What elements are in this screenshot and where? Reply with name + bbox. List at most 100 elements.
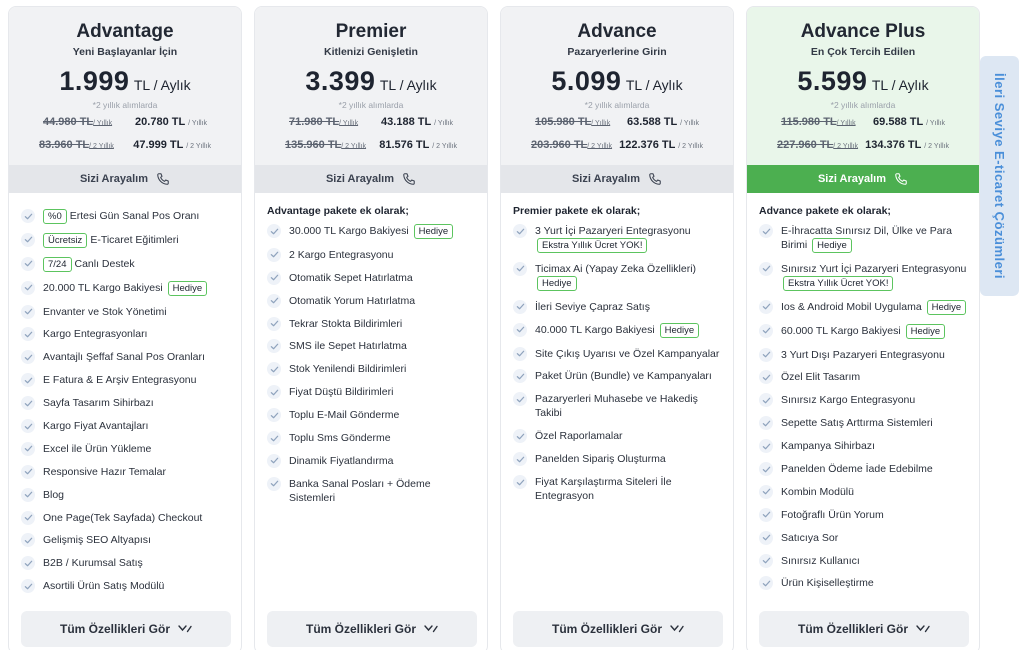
- feature-item: Asortili Ürün Satış Modülü: [21, 579, 241, 594]
- feature-item: Satıcıya Sor: [759, 530, 979, 545]
- check-icon: [759, 347, 773, 362]
- feature-text: 3 Yurt Dışı Pazaryeri Entegrasyonu: [781, 348, 945, 361]
- check-icon: [21, 209, 35, 223]
- feature-item: Sayfa Tasarım Sihirbazı: [21, 396, 241, 411]
- all-features-button[interactable]: Tüm Özellikleri Gör: [21, 611, 231, 647]
- feature-text: B2B / Kurumsal Satış: [43, 557, 143, 570]
- feature-text: Stok Yenilendi Bildirimleri: [289, 363, 407, 376]
- feature-text: Toplu E-Mail Gönderme: [289, 409, 400, 422]
- two-year-old-price: 83.960 TL/ 2 Yıllık: [39, 139, 114, 151]
- price-unit: TL / Aylık: [379, 77, 437, 93]
- price-unit: TL / Aylık: [625, 77, 683, 93]
- yearly-old-price: 105.980 TL/ Yıllık: [535, 116, 611, 128]
- check-icon: [267, 431, 281, 446]
- features-title: Advantage pakete ek olarak;: [267, 205, 409, 217]
- feature-text: Paket Ürün (Bundle) ve Kampanyaları: [535, 370, 712, 383]
- feature-item: E Fatura & E Arşiv Entegrasyonu: [21, 373, 241, 388]
- call-me-button[interactable]: Sizi Arayalım: [747, 165, 979, 193]
- price-note: *2 yıllık alımlarda: [92, 100, 158, 110]
- call-me-button[interactable]: Sizi Arayalım: [255, 165, 487, 193]
- feature-text: 2 Kargo Entegrasyonu: [289, 248, 394, 261]
- feature-item: One Page(Tek Sayfada) Checkout: [21, 510, 241, 525]
- feature-list: Premier pakete ek olarak; 3 Yurt İçi Paza…: [501, 193, 733, 503]
- plan-name: Premier: [335, 21, 407, 42]
- check-icon: [267, 224, 281, 238]
- feature-item: Banka Sanal Posları + Ödeme Sistemleri: [267, 476, 487, 505]
- all-features-button[interactable]: Tüm Özellikleri Gör: [267, 611, 477, 647]
- all-features-button[interactable]: Tüm Özellikleri Gör: [513, 611, 723, 647]
- feature-text: E-İhracatta Sınırsız Dil, Ülke ve Para B…: [781, 225, 952, 251]
- check-icon: [21, 256, 35, 271]
- feature-text: Excel ile Ürün Yükleme: [43, 442, 152, 455]
- chevron-down-icon: [178, 625, 192, 633]
- check-icon: [267, 476, 281, 491]
- feature-item: Sınırsız Kullanıcı: [759, 553, 979, 568]
- plan-header: Advantage Yeni Başlayanlar İçin 1.999 TL /…: [9, 7, 241, 165]
- call-me-button[interactable]: Sizi Arayalım: [9, 165, 241, 193]
- feature-item: Kombin Modülü: [759, 484, 979, 499]
- yearly-new-price: 63.588 TL / Yıllık: [627, 116, 699, 128]
- check-icon: [21, 419, 35, 434]
- feature-item: Dinamik Fiyatlandırma: [267, 453, 487, 468]
- two-year-new-price: 47.999 TL / 2 Yıllık: [133, 139, 211, 151]
- call-me-button[interactable]: Sizi Arayalım: [501, 165, 733, 193]
- price-unit: TL / Aylık: [133, 77, 191, 93]
- check-icon: [759, 462, 773, 477]
- check-icon: [759, 299, 773, 314]
- check-icon: [759, 530, 773, 545]
- pricing-plans: Advantage Yeni Başlayanlar İçin 1.999 TL /…: [8, 6, 982, 650]
- yearly-new-price: 43.188 TL / Yıllık: [381, 116, 453, 128]
- plan-price: 5.099: [551, 66, 622, 96]
- check-icon: [267, 339, 281, 354]
- plan-card: Advance Plus En Çok Tercih Edilen 5.599 TL…: [746, 6, 980, 650]
- plan-price: 3.399: [305, 66, 376, 96]
- check-icon: [759, 484, 773, 499]
- check-icon: [267, 316, 281, 331]
- feature-item: Fiyat Düştü Bildirimleri: [267, 385, 487, 400]
- two-year-old-price: 227.960 TL/ 2 Yıllık: [777, 139, 859, 151]
- feature-item: 30.000 TL Kargo Bakiyesi Hediye: [267, 224, 487, 239]
- check-icon: [267, 293, 281, 308]
- side-tab[interactable]: İleri Seviye E-ticaret Çözümleri: [980, 56, 1019, 296]
- feature-text: 60.000 TL Kargo Bakiyesi: [781, 324, 901, 337]
- plan-header: Premier Kitlenizi Genişletin 3.399 TL / Ay…: [255, 7, 487, 165]
- check-icon: [759, 224, 773, 238]
- two-year-old-price: 203.960 TL/ 2 Yıllık: [531, 139, 613, 151]
- feature-item: Sepette Satış Arttırma Sistemleri: [759, 416, 979, 431]
- check-icon: [267, 362, 281, 377]
- feature-item: Kargo Entegrasyonları: [21, 327, 241, 342]
- feature-item: Ios & Android Mobil Uygulama Hediye: [759, 299, 979, 315]
- price-note: *2 yıllık alımlarda: [584, 100, 650, 110]
- feature-badge: Hediye: [413, 224, 454, 239]
- all-features-button[interactable]: Tüm Özellikleri Gör: [759, 611, 969, 647]
- feature-text: Otomatik Yorum Hatırlatma: [289, 294, 416, 307]
- feature-item: Kargo Fiyat Avantajları: [21, 419, 241, 434]
- yearly-old-price: 71.980 TL/ Yıllık: [289, 116, 359, 128]
- feature-item: Panelden Sipariş Oluşturma: [513, 452, 733, 467]
- phone-icon: [649, 173, 661, 185]
- phone-icon: [895, 173, 907, 185]
- feature-item: 20.000 TL Kargo Bakiyesi Hediye: [21, 280, 241, 296]
- feature-text: 20.000 TL Kargo Bakiyesi: [43, 281, 163, 294]
- feature-item: Özel Raporlamalar: [513, 429, 733, 444]
- check-icon: [21, 464, 35, 479]
- feature-text: Asortili Ürün Satış Modülü: [43, 580, 165, 593]
- two-year-new-price: 81.576 TL / 2 Yıllık: [379, 139, 457, 151]
- check-icon: [21, 510, 35, 525]
- feature-badge: Hediye: [905, 323, 946, 339]
- chevron-down-icon: [670, 625, 684, 633]
- check-icon: [21, 304, 35, 319]
- feature-text: Toplu Sms Gönderme: [289, 432, 391, 445]
- plan-card: Premier Kitlenizi Genişletin 3.399 TL / Ay…: [254, 6, 488, 650]
- check-icon: [513, 392, 527, 407]
- feature-text: Otomatik Sepet Hatırlatma: [289, 271, 413, 284]
- yearly-new-price: 69.588 TL / Yıllık: [873, 116, 945, 128]
- plan-tagline: En Çok Tercih Edilen: [810, 46, 916, 58]
- feature-text: One Page(Tek Sayfada) Checkout: [43, 511, 203, 524]
- feature-text: Pazaryerleri Muhasebe ve Hakediş Takibi: [535, 393, 698, 420]
- feature-text: E Fatura & E Arşiv Entegrasyonu: [43, 374, 197, 387]
- feature-list: Advantage pakete ek olarak; 30.000 TL Kar…: [255, 193, 487, 505]
- feature-text: E-Ticaret Eğitimleri: [90, 233, 179, 246]
- feature-text: Fiyat Karşılaştırma Siteleri İle Entegra…: [535, 476, 672, 503]
- feature-badge: Hediye: [659, 322, 700, 338]
